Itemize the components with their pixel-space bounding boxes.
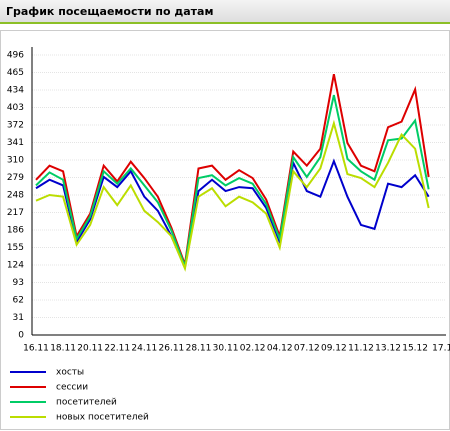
series-line [35, 158, 430, 271]
header [0, 0, 450, 24]
chart-title: График посещаемости по датам [6, 5, 213, 18]
x-tick-label: 17.1 [432, 344, 450, 354]
series-line [35, 94, 430, 271]
x-tick-label: 13.12 [375, 344, 401, 354]
y-tick-label: 0 [18, 331, 24, 341]
legend-label: хосты [56, 368, 84, 378]
header-underline [0, 22, 450, 24]
y-tick-label: 341 [7, 138, 24, 148]
y-tick-label: 93 [13, 278, 24, 288]
y-tick-label: 217 [7, 208, 24, 218]
x-tick-label: 26.11 [159, 344, 185, 354]
y-tick-label: 62 [13, 296, 24, 306]
y-tick-label: 496 [7, 51, 24, 61]
y-tick-label: 186 [7, 226, 24, 236]
legend-label: посетителей [56, 398, 117, 408]
x-tick-label: 15.12 [402, 344, 428, 354]
x-tick-label: 16.11 [23, 344, 49, 354]
x-tick-label: 24.11 [131, 344, 157, 354]
y-tick-label: 434 [7, 86, 24, 96]
y-tick-label: 124 [7, 261, 24, 271]
y-tick-label: 310 [7, 156, 24, 166]
x-tick-label: 02.12 [240, 344, 266, 354]
x-tick-label: 20.11 [77, 344, 103, 354]
y-tick-label: 403 [7, 103, 24, 113]
series-line [35, 74, 430, 265]
x-tick-label: 07.12 [294, 344, 320, 354]
x-tick-label: 30.11 [213, 344, 239, 354]
y-tick-label: 31 [13, 313, 24, 323]
x-tick-label: 09.12 [321, 344, 347, 354]
x-tick-label: 28.11 [186, 344, 212, 354]
series-line [35, 119, 430, 272]
x-tick-label: 04.12 [267, 344, 293, 354]
x-tick-label: 18.11 [50, 344, 76, 354]
x-tick-label: 22.11 [104, 344, 130, 354]
y-tick-label: 248 [7, 191, 24, 201]
legend-label: сессии [56, 383, 88, 393]
x-tick-label: 11.12 [348, 344, 374, 354]
y-tick-label: 465 [7, 68, 24, 78]
legend-label: новых посетителей [56, 413, 149, 423]
y-tick-label: 155 [7, 243, 24, 253]
y-tick-label: 372 [7, 121, 24, 131]
y-tick-label: 279 [7, 173, 24, 183]
